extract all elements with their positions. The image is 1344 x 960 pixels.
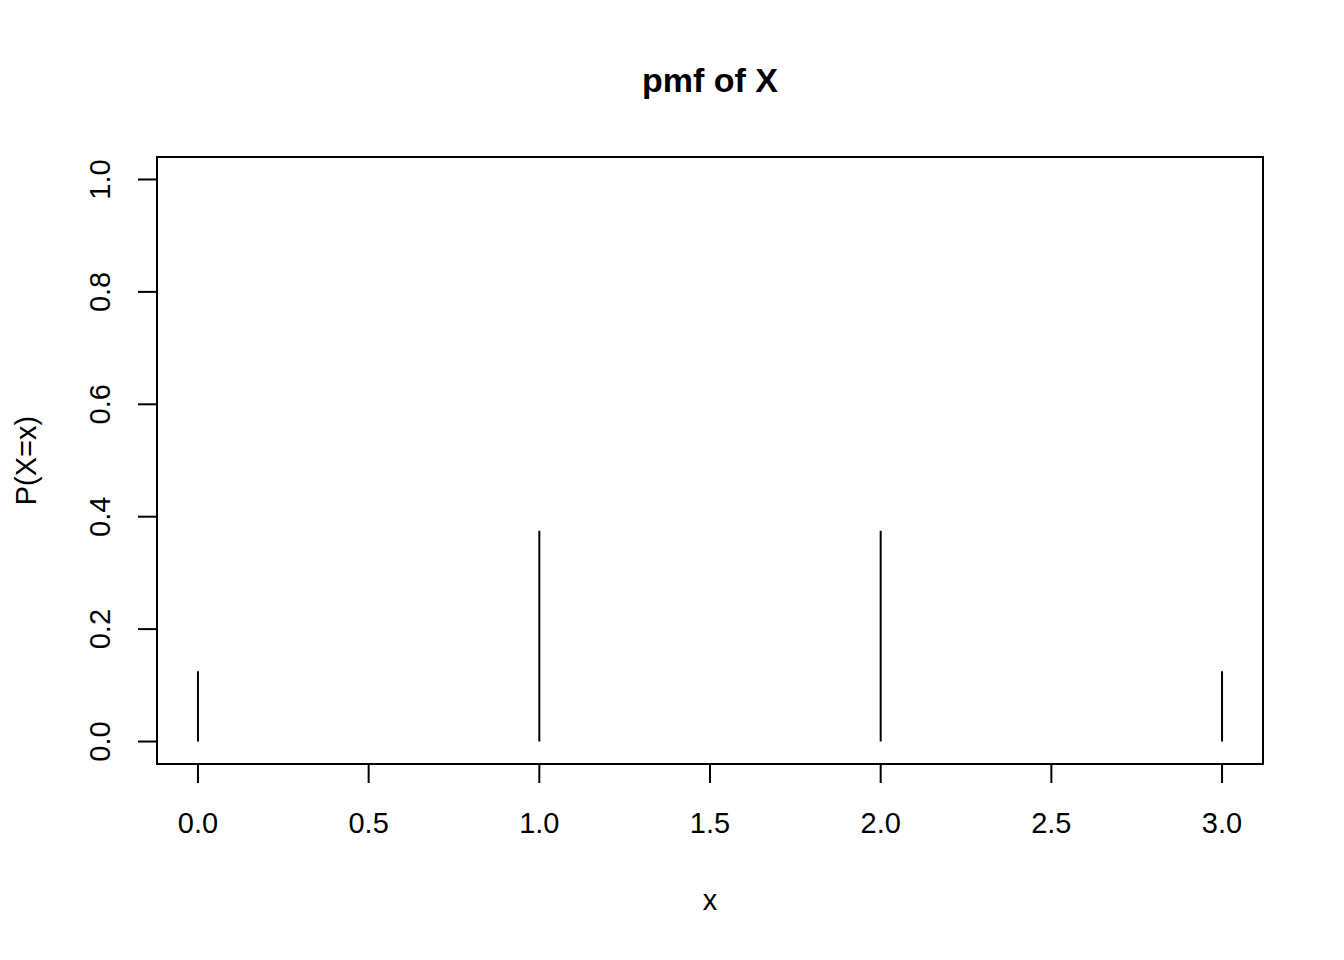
x-tick (368, 764, 370, 783)
stem (197, 671, 199, 741)
x-tick (1221, 764, 1223, 783)
x-tick-label: 1.0 (519, 807, 559, 839)
y-tick-label: 0.0 (84, 721, 116, 761)
x-tick-label: 0.0 (178, 807, 218, 839)
y-tick-label: 1.0 (84, 159, 116, 199)
x-tick (709, 764, 711, 783)
x-tick (197, 764, 199, 783)
y-tick-label: 0.2 (84, 609, 116, 649)
y-tick (138, 403, 157, 405)
y-tick (138, 178, 157, 180)
plot-frame (157, 157, 1263, 764)
y-tick-label: 0.4 (84, 497, 116, 537)
stem (1221, 671, 1223, 741)
y-axis-label: P(X=x) (10, 416, 42, 505)
background (0, 0, 1344, 960)
x-tick (1050, 764, 1052, 783)
plot-area (198, 531, 1222, 742)
y-tick (138, 628, 157, 630)
title: pmf of X (642, 61, 778, 99)
y-tick-label: 0.6 (84, 384, 116, 424)
x-tick (880, 764, 882, 783)
stem (880, 531, 882, 742)
x-tick-label: 2.5 (1031, 807, 1071, 839)
y-tick (138, 741, 157, 743)
x-axis-label: x (703, 884, 718, 916)
stem (538, 531, 540, 742)
x-tick-label: 0.5 (348, 807, 388, 839)
y-tick (138, 291, 157, 293)
y-tick-label: 0.8 (84, 272, 116, 312)
chart: pmf of X 0.0 0.5 1.0 1.5 2.0 2.5 3.0 0.0 0.2 0.4 0.… (0, 0, 1344, 960)
chart-root: pmf of X 0.0 0.5 1.0 1.5 2.0 2.5 3.0 0.0 0.2 0.4 0.… (0, 0, 1344, 960)
x-tick-label: 3.0 (1202, 807, 1242, 839)
x-tick (538, 764, 540, 783)
x-tick-label: 1.5 (690, 807, 730, 839)
y-tick (138, 516, 157, 518)
x-tick-label: 2.0 (861, 807, 901, 839)
